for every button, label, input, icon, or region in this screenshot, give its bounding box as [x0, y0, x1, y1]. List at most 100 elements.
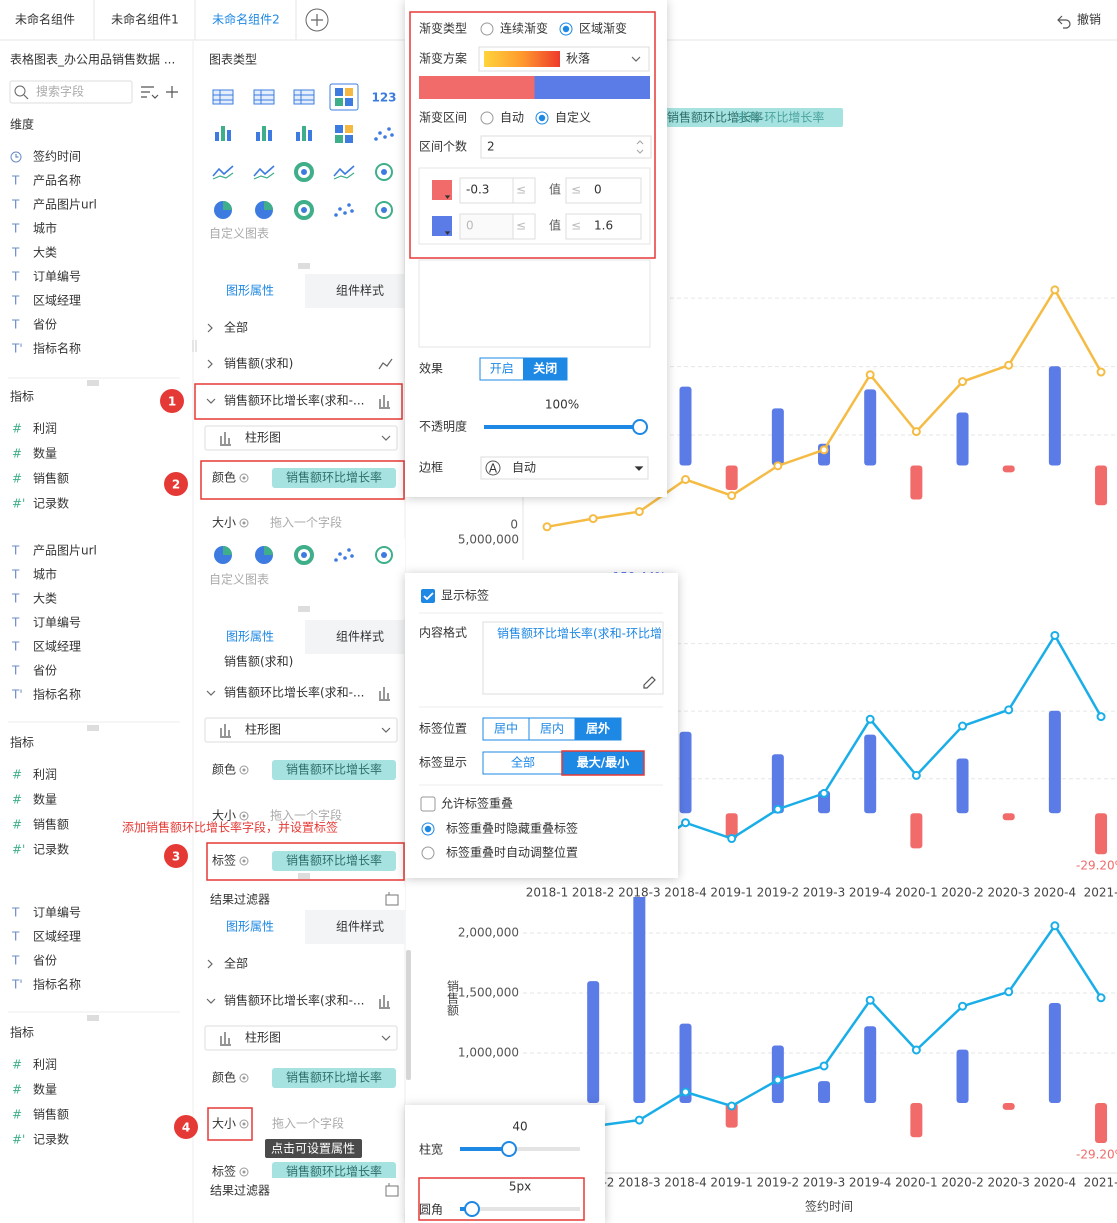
segment-button[interactable]: [523, 357, 568, 381]
radio[interactable]: [421, 846, 435, 860]
field-pill[interactable]: [272, 760, 396, 780]
field-icon: T: [11, 664, 20, 678]
border-select[interactable]: [480, 456, 649, 480]
field-name[interactable]: 数量: [33, 792, 57, 807]
slider-knob[interactable]: [501, 1141, 517, 1157]
range-color[interactable]: [432, 180, 452, 200]
field-name[interactable]: 订单编号: [33, 615, 81, 630]
field-name[interactable]: 订单编号: [33, 905, 81, 920]
field-name[interactable]: 订单编号: [33, 269, 81, 284]
line-point: [911, 427, 921, 437]
field-name[interactable]: 区域经理: [33, 930, 81, 944]
x-tick-label: 2019-1: [710, 1176, 753, 1190]
chart-kind-select[interactable]: [204, 425, 398, 451]
slider-knob[interactable]: [464, 1201, 480, 1217]
field-icon: T: [11, 906, 20, 920]
icon: [387, 127, 391, 131]
field-name[interactable]: 省份: [33, 954, 57, 968]
radio[interactable]: [480, 22, 494, 36]
slider-knob[interactable]: [632, 419, 648, 435]
tab[interactable]: 未命名组件2: [212, 12, 280, 27]
prop-tab[interactable]: 图形属性: [226, 920, 274, 934]
field-name[interactable]: 省份: [33, 318, 57, 332]
field-config[interactable]: 销售额环比增长率(求和-...: [224, 993, 364, 1008]
field-name[interactable]: 数量: [33, 1082, 57, 1097]
prop-tab[interactable]: 图形属性: [226, 630, 274, 644]
field-name[interactable]: 利润: [33, 422, 57, 436]
segment-label: 最大/最小: [577, 755, 629, 770]
format-input[interactable]: [482, 621, 664, 695]
field-config[interactable]: 销售额环比增长率(求和-...: [224, 685, 364, 700]
tab[interactable]: 未命名组件: [15, 12, 75, 27]
field-name[interactable]: 大类: [33, 246, 57, 260]
icon: [239, 765, 249, 775]
field-name[interactable]: 省份: [33, 664, 57, 678]
icon: [206, 690, 216, 696]
prop-tab[interactable]: 图形属性: [226, 284, 274, 298]
prop-label: 圆角: [419, 1203, 443, 1217]
field-pill[interactable]: [272, 851, 396, 871]
field-name[interactable]: 指标名称: [33, 341, 81, 356]
field-icon: #: [12, 1083, 22, 1097]
field-name[interactable]: 记录数: [33, 496, 69, 511]
field-name[interactable]: 产品图片url: [33, 544, 97, 558]
field-name[interactable]: 销售额: [33, 817, 69, 832]
count-input[interactable]: [480, 135, 652, 159]
line-point: [1050, 285, 1060, 295]
field-name[interactable]: 记录数: [33, 1132, 69, 1147]
prop-row[interactable]: 销售额(求和): [224, 356, 293, 371]
prop-label: 渐变区间: [419, 110, 467, 125]
prop-tab[interactable]: 组件样式: [336, 629, 384, 644]
field-name[interactable]: 利润: [33, 1058, 57, 1072]
tab[interactable]: 未命名组件1: [111, 12, 179, 27]
prop-tab[interactable]: 组件样式: [336, 919, 384, 934]
field-pill[interactable]: [272, 468, 396, 488]
checkbox[interactable]: [421, 589, 435, 603]
field-pill[interactable]: [272, 1068, 396, 1088]
prop-row[interactable]: 全部: [224, 956, 248, 971]
field-name[interactable]: 记录数: [33, 842, 69, 857]
bar: [587, 981, 600, 1104]
field-pill[interactable]: [272, 1162, 396, 1182]
field-name[interactable]: 利润: [33, 768, 57, 782]
bar: [771, 408, 784, 466]
range-max[interactable]: [565, 177, 642, 204]
segment-button[interactable]: [574, 717, 622, 741]
chart-kind-select[interactable]: [204, 717, 398, 743]
x-tick-label: 2018-3: [618, 1176, 661, 1190]
prop-tab[interactable]: 组件样式: [336, 283, 384, 298]
prop-label: 大小: [212, 809, 236, 823]
icon: [334, 213, 338, 217]
field-name[interactable]: 签约时间: [33, 149, 81, 164]
x-tick-label: 2018-1: [526, 886, 569, 900]
field-icon: #': [12, 1133, 25, 1147]
field-name[interactable]: 区域经理: [33, 640, 81, 654]
field-name[interactable]: 产品名称: [33, 173, 81, 188]
field-name[interactable]: 产品图片url: [33, 198, 97, 212]
search-box[interactable]: [9, 80, 133, 104]
checkbox[interactable]: [420, 796, 436, 812]
radio[interactable]: [480, 111, 494, 125]
field-name[interactable]: 指标名称: [33, 977, 81, 992]
range-color[interactable]: [432, 216, 452, 236]
field-config[interactable]: 销售额环比增长率(求和-...: [224, 393, 364, 408]
field-name[interactable]: 城市: [33, 567, 57, 582]
field-name[interactable]: 销售额: [33, 471, 69, 486]
icon: [383, 135, 387, 139]
checkbox-label: 允许标签重叠: [441, 796, 513, 811]
undo-button[interactable]: 撤销: [1077, 12, 1101, 27]
chart-kind-select[interactable]: [204, 1025, 398, 1051]
bar: [864, 734, 877, 814]
prop-row[interactable]: 全部: [224, 320, 248, 335]
field-name[interactable]: 城市: [33, 221, 57, 236]
field-name[interactable]: 大类: [33, 592, 57, 606]
add-tab[interactable]: [305, 8, 329, 32]
field-name[interactable]: 指标名称: [33, 687, 81, 702]
range-max[interactable]: [565, 213, 642, 240]
field-name[interactable]: 区域经理: [33, 294, 81, 308]
box: [385, 1185, 399, 1197]
field-name[interactable]: 销售额: [33, 1107, 69, 1122]
segment-button[interactable]: [562, 751, 644, 775]
prop-label: 标签: [212, 853, 236, 868]
field-name[interactable]: 数量: [33, 446, 57, 461]
